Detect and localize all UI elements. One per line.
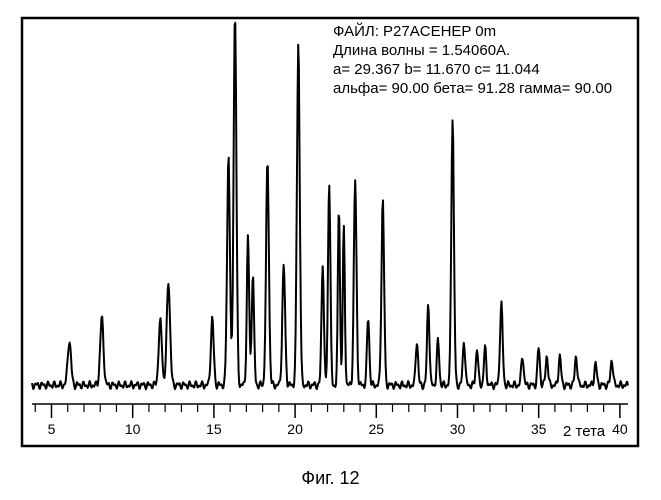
figure-wrap: 5 10 15 20 25 30 35 40 2 тета ФАЙЛ: P27ACEHEP 0m Д…: [0, 0, 661, 500]
svg-text:Длина волны = 1.54060A.: Длина волны = 1.54060A.: [333, 42, 510, 59]
svg-text:35: 35: [531, 421, 547, 437]
svg-text:5: 5: [48, 421, 56, 437]
xrd-chart: 5 10 15 20 25 30 35 40 2 тета ФАЙЛ: P27ACEHEP 0m Д…: [0, 0, 661, 500]
svg-text:30: 30: [450, 421, 466, 437]
svg-text:a= 29.367 b= 11.670 c= 11.044: a= 29.367 b= 11.670 c= 11.044: [333, 61, 540, 78]
svg-text:2 тета: 2 тета: [563, 423, 606, 440]
svg-text:альфа= 90.00 бета= 91.28 гамма: альфа= 90.00 бета= 91.28 гамма= 90.00: [333, 80, 612, 97]
svg-text:25: 25: [368, 421, 384, 437]
svg-text:40: 40: [612, 421, 628, 437]
svg-text:15: 15: [206, 421, 222, 437]
figure-caption: Фиг. 12: [0, 468, 661, 489]
svg-text:10: 10: [125, 421, 141, 437]
svg-text:ФАЙЛ: P27ACEHEP 0m: ФАЙЛ: P27ACEHEP 0m: [333, 22, 496, 40]
svg-text:20: 20: [287, 421, 303, 437]
